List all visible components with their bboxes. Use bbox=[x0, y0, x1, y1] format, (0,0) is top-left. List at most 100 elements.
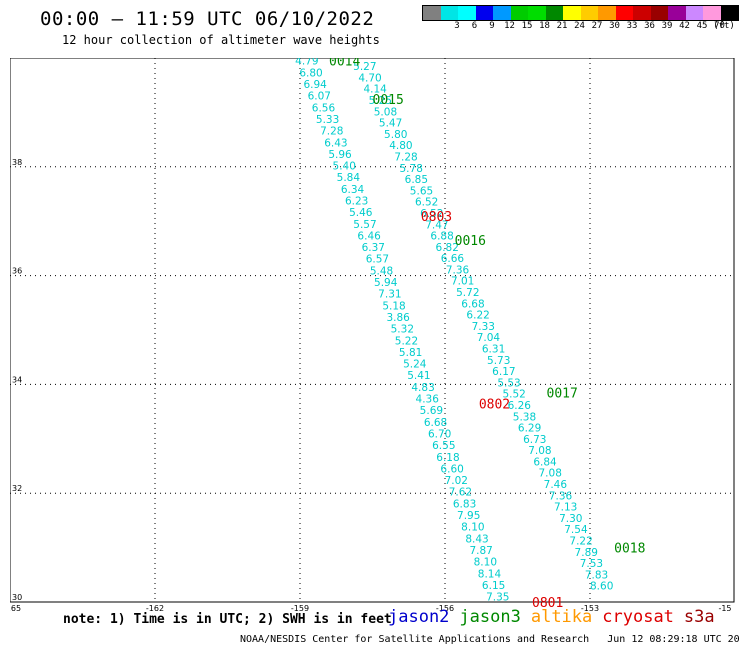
swh-value-track-b: 7.13 bbox=[554, 502, 577, 514]
swh-value-track-b: 7.04 bbox=[477, 332, 501, 344]
legend-swatch bbox=[615, 6, 633, 20]
swh-value-track-a: 8.10 bbox=[474, 557, 497, 569]
swh-value-track-a: 5.18 bbox=[382, 300, 405, 312]
satellite-legend: jason2 jason3 altika cryosat s3a bbox=[388, 607, 725, 627]
lon-tick-label: -15 bbox=[718, 604, 731, 613]
swh-value-track-a: 7.95 bbox=[457, 510, 480, 522]
swh-value-track-b: 5.72 bbox=[456, 287, 479, 299]
swh-value-track-b: 6.22 bbox=[466, 310, 489, 322]
legend-swatch bbox=[563, 6, 581, 20]
swh-value-track-a: 7.87 bbox=[469, 545, 492, 557]
swh-value-track-b: 6.85 bbox=[405, 174, 428, 186]
legend-tick-label: 70 bbox=[714, 21, 725, 31]
swh-value-track-b: 6.66 bbox=[441, 253, 465, 265]
legend-tick-label: 6 bbox=[471, 21, 478, 31]
legend-swatch bbox=[493, 6, 511, 20]
page-subtitle: 12 hour collection of altimeter wave hei… bbox=[62, 33, 380, 47]
swh-value-track-a: 5.33 bbox=[316, 114, 339, 126]
lon-tick-label: -159 bbox=[291, 604, 309, 613]
swh-value-track-b: 8.60 bbox=[590, 581, 613, 593]
swh-value-track-a: 5.94 bbox=[374, 277, 398, 289]
swh-value-track-b: 5.47 bbox=[379, 118, 402, 130]
swh-value-track-a: 6.56 bbox=[312, 102, 336, 114]
swh-value-track-b: 6.29 bbox=[518, 423, 541, 435]
swh-value-track-b: 7.46 bbox=[544, 479, 568, 491]
swh-value-track-b: 4.14 bbox=[363, 84, 387, 96]
lat-tick-label: 32 bbox=[12, 484, 22, 493]
wave-height-map: -165-162-159-156-153-154038363432304.796… bbox=[10, 58, 735, 613]
legend-tick-label: 24 bbox=[574, 21, 585, 31]
legend-tick-label: 36 bbox=[644, 21, 655, 31]
swh-value-track-b: 7.08 bbox=[528, 445, 551, 457]
pass-time-label: 0803 bbox=[421, 210, 452, 225]
map-frame bbox=[10, 58, 735, 603]
swh-value-track-a: 7.28 bbox=[320, 126, 343, 138]
legend-swatch bbox=[440, 6, 458, 20]
legend-swatch bbox=[703, 6, 721, 20]
legend-tick-label: 33 bbox=[626, 21, 638, 31]
swh-value-track-b: 7.33 bbox=[472, 321, 495, 333]
legend-tick-label: 12 bbox=[504, 21, 515, 31]
swh-value-track-a: 5.32 bbox=[391, 324, 414, 336]
swh-value-track-a: 6.46 bbox=[357, 230, 381, 242]
note-text: note: 1) Time is in UTC; 2) SWH is in fe… bbox=[63, 612, 392, 627]
swh-value-track-b: 7.83 bbox=[585, 569, 608, 581]
swh-value-track-a: 7.02 bbox=[445, 475, 468, 487]
legend-tick-label: 15 bbox=[521, 21, 533, 31]
legend-swatch bbox=[598, 6, 616, 20]
pass-time-label: 0801 bbox=[532, 596, 563, 611]
swh-value-track-a: 6.23 bbox=[345, 196, 368, 208]
legend-tick-label: 3 bbox=[454, 21, 460, 31]
lon-tick-label: -162 bbox=[146, 604, 164, 613]
swh-value-track-b: 7.28 bbox=[394, 152, 417, 164]
swh-value-track-b: 6.82 bbox=[436, 242, 459, 254]
legend-swatch bbox=[423, 6, 441, 20]
swh-value-track-a: 6.15 bbox=[482, 580, 505, 592]
swh-value-track-b: 4.70 bbox=[358, 72, 381, 84]
lon-tick-label: -156 bbox=[436, 604, 454, 613]
legend-swatch bbox=[510, 6, 528, 20]
swh-value-track-b: 4.80 bbox=[389, 140, 412, 152]
lon-tick-label: -153 bbox=[581, 604, 599, 613]
swh-value-track-b: 6.88 bbox=[430, 231, 453, 243]
swh-value-track-a: 6.37 bbox=[362, 242, 385, 254]
swh-value-track-b: 7.53 bbox=[580, 558, 603, 570]
swh-value-track-b: 6.17 bbox=[492, 366, 515, 378]
swh-value-track-b: 5.65 bbox=[410, 185, 433, 197]
satellite-label-jason3: jason3 bbox=[459, 607, 521, 627]
swh-value-track-b: 5.80 bbox=[384, 129, 407, 141]
pass-time-label: 0018 bbox=[614, 542, 645, 557]
lat-tick-label: 36 bbox=[12, 267, 22, 276]
swh-value-track-b: 7.22 bbox=[569, 536, 592, 548]
swh-value-track-b: 5.38 bbox=[513, 411, 536, 423]
swh-value-track-a: 4.36 bbox=[416, 394, 440, 406]
swh-value-track-a: 7.62 bbox=[449, 487, 472, 499]
swh-value-track-a: 5.48 bbox=[370, 265, 393, 277]
swh-value-track-b: 5.27 bbox=[353, 61, 376, 73]
swh-value-track-a: 5.57 bbox=[353, 219, 376, 231]
swh-value-track-a: 3.86 bbox=[386, 312, 410, 324]
swh-value-track-b: 5.08 bbox=[374, 106, 397, 118]
legend-tick-label: 30 bbox=[609, 21, 620, 31]
swh-value-track-a: 5.96 bbox=[328, 149, 352, 161]
swh-value-track-a: 5.41 bbox=[407, 370, 430, 382]
satellite-label-altika: altika bbox=[530, 607, 593, 627]
pass-time-label: 0017 bbox=[547, 387, 578, 402]
swh-value-track-b: 5.53 bbox=[497, 377, 520, 389]
pass-time-label: 0802 bbox=[479, 397, 510, 412]
swh-value-track-b: 6.26 bbox=[508, 400, 532, 412]
swh-value-track-a: 8.43 bbox=[465, 533, 488, 545]
swh-value-track-a: 5.84 bbox=[337, 172, 361, 184]
legend-swatch bbox=[475, 6, 493, 20]
legend-swatch bbox=[633, 6, 651, 20]
swh-value-track-a: 6.80 bbox=[299, 67, 322, 79]
legend-swatch bbox=[720, 6, 738, 20]
swh-value-track-a: 6.55 bbox=[432, 440, 455, 452]
swh-value-track-b: 7.36 bbox=[549, 490, 573, 502]
swh-value-track-a: 8.14 bbox=[478, 568, 502, 580]
swh-value-track-a: 6.18 bbox=[436, 452, 459, 464]
swh-value-track-b: 5.73 bbox=[487, 355, 510, 367]
lat-tick-label: 34 bbox=[12, 375, 22, 384]
legend-tick-label: 27 bbox=[591, 21, 603, 31]
legend-swatch bbox=[685, 6, 703, 20]
